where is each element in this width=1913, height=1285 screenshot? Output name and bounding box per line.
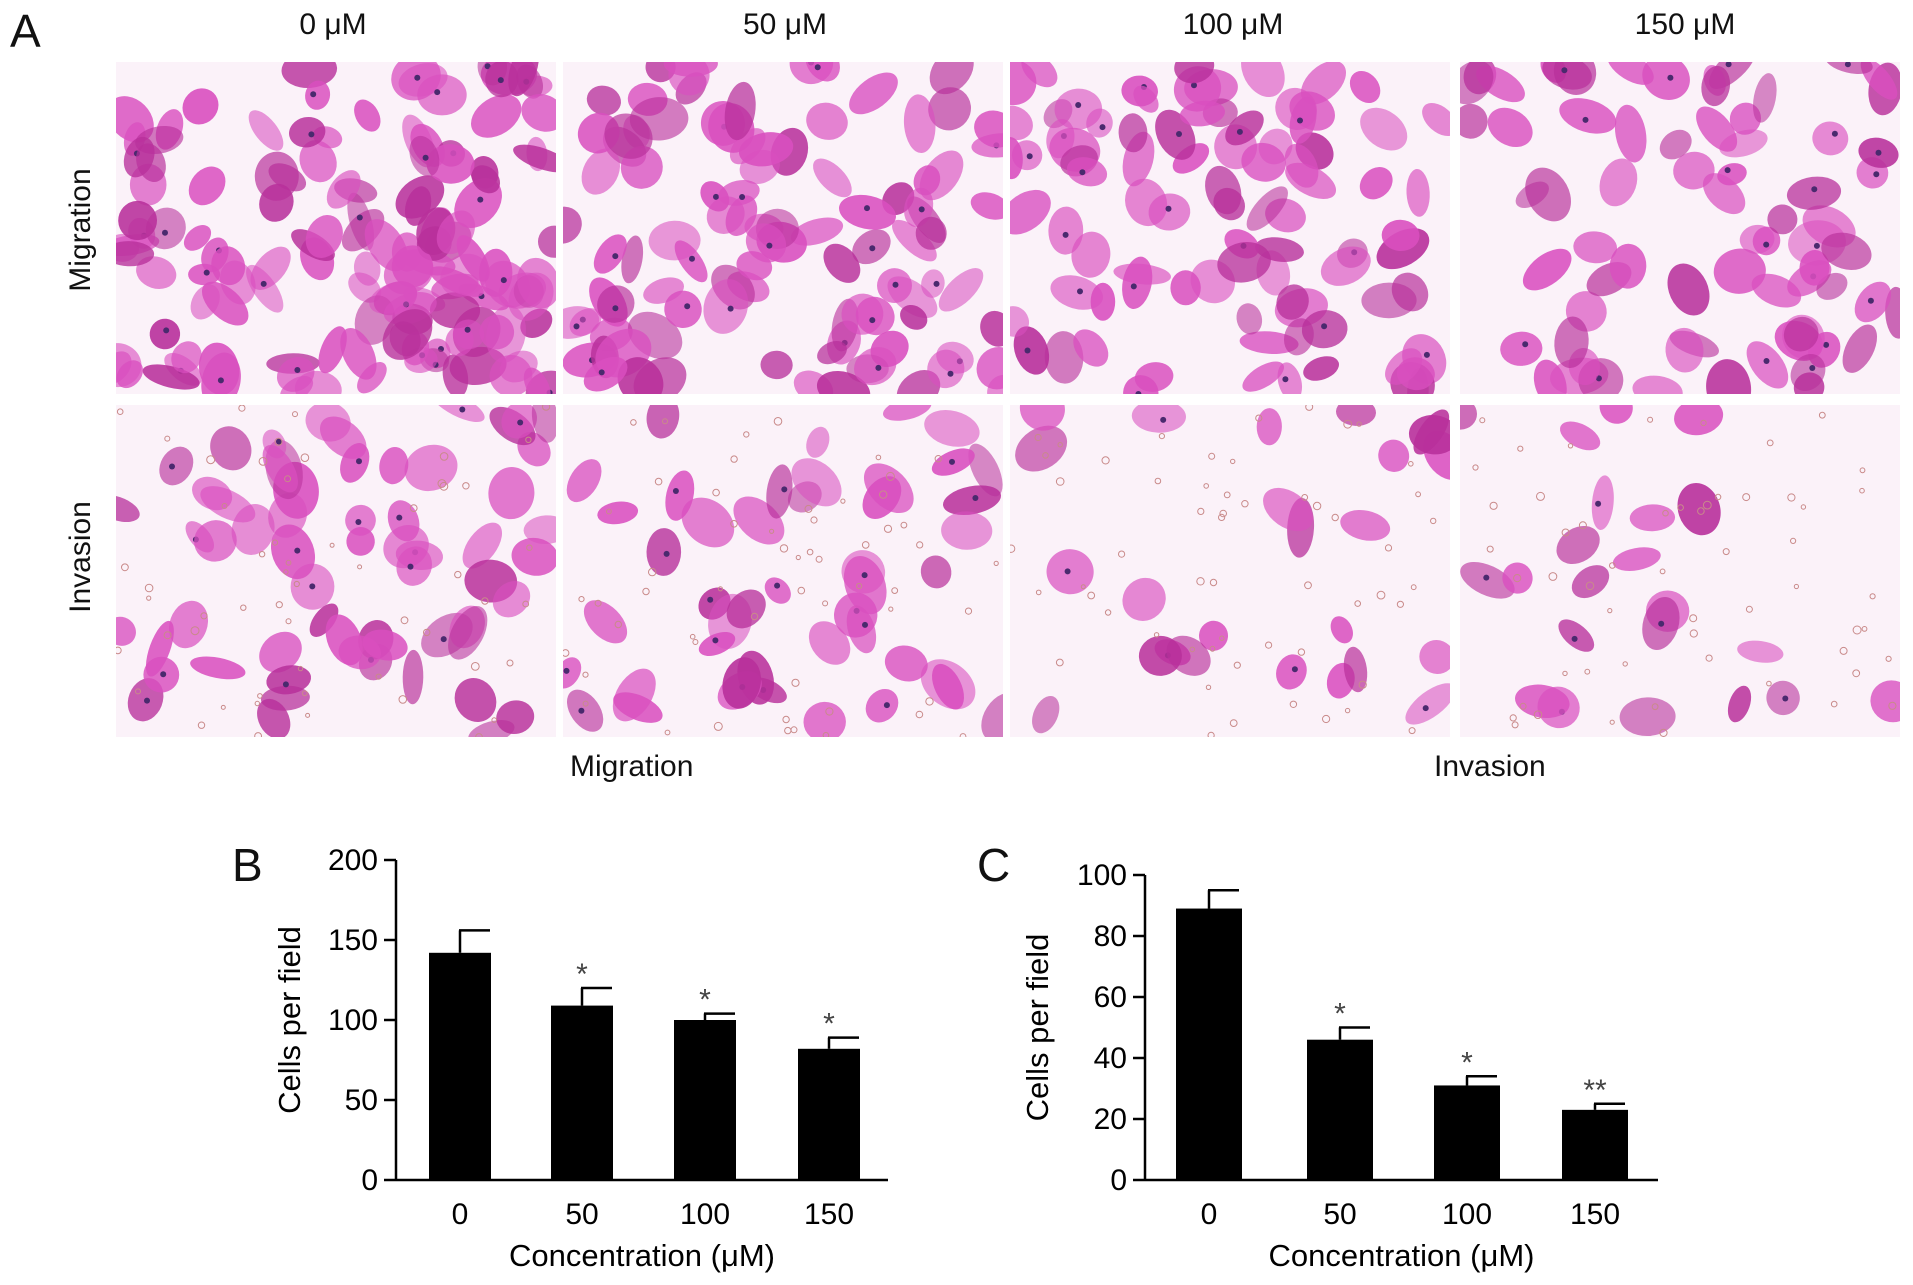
- chart-b-bar-150: [798, 1048, 860, 1180]
- chart-c-y-tick-label: 80: [1094, 920, 1127, 953]
- panel-a-letter: A: [10, 5, 41, 57]
- concentration-label-100: 100 μM: [1182, 8, 1284, 41]
- panel-c-letter: C: [977, 839, 1011, 891]
- chart-c-significance-marker: *: [1334, 998, 1346, 1031]
- chart-c-y-tick-label: 60: [1094, 981, 1127, 1014]
- chart-c-significance-marker: *: [1461, 1046, 1473, 1079]
- micrograph-invasion-1: [563, 405, 1003, 737]
- micrograph-migration-3: [1460, 62, 1900, 394]
- chart-b-significance-marker: *: [823, 1008, 835, 1041]
- micrograph-invasion-0: [116, 405, 556, 737]
- chart-c-y-tick-label: 40: [1094, 1042, 1127, 1075]
- concentration-label-50: 50 μM: [743, 8, 827, 41]
- micrograph-invasion-2: [1010, 405, 1450, 737]
- chart-c-x-tick-label: 150: [1570, 1198, 1620, 1231]
- chart-b-y-axis-label: Cells per field: [272, 926, 307, 1114]
- chart-b-bar-100: [674, 1020, 736, 1180]
- chart-b-x-tick-label: 50: [565, 1198, 598, 1231]
- micrograph-migration-1: [563, 62, 1003, 394]
- chart-b-bar-50: [551, 1005, 613, 1180]
- bottom-label-migration: Migration: [570, 750, 694, 783]
- chart-b-y-tick-label: 50: [345, 1084, 378, 1117]
- micrograph-migration-2: [1010, 62, 1450, 394]
- chart-b-y-tick-label: 0: [361, 1164, 378, 1197]
- chart-b-bar-0: [429, 952, 491, 1180]
- concentration-label-0: 0 μM: [299, 8, 367, 41]
- panel-b-letter: B: [232, 839, 263, 891]
- chart-b-significance-marker: *: [576, 958, 588, 991]
- chart-b-significance-marker: *: [699, 984, 711, 1017]
- chart-c-x-tick-label: 50: [1323, 1198, 1356, 1231]
- chart-b-x-tick-label: 0: [452, 1198, 469, 1231]
- chart-c-y-axis-label: Cells per field: [1020, 934, 1055, 1122]
- chart-c-significance-marker: **: [1583, 1074, 1607, 1107]
- chart-b-y-tick-label: 100: [328, 1004, 378, 1037]
- chart-b-y-tick-label: 200: [328, 844, 378, 877]
- chart-b-x-tick-label: 150: [804, 1198, 854, 1231]
- chart-b-x-tick-label: 100: [680, 1198, 730, 1231]
- concentration-label-150: 150 μM: [1634, 8, 1736, 41]
- bottom-label-invasion: Invasion: [1434, 750, 1546, 783]
- chart-c-bar-0: [1176, 908, 1242, 1180]
- chart-c-bar-100: [1434, 1085, 1500, 1180]
- chart-c-y-tick-label: 100: [1077, 859, 1127, 892]
- chart-c-bar-150: [1562, 1109, 1628, 1180]
- chart-b-x-axis-label: Concentration (μM): [509, 1238, 775, 1273]
- micrograph-migration-0: [116, 62, 556, 394]
- chart-c-y-tick-label: 20: [1094, 1103, 1127, 1136]
- chart-c-y-tick-label: 0: [1110, 1164, 1127, 1197]
- chart-c-x-tick-label: 0: [1201, 1198, 1218, 1231]
- micrograph-invasion-3: [1460, 405, 1900, 737]
- chart-b-y-tick-label: 150: [328, 924, 378, 957]
- chart-c-x-tick-label: 100: [1442, 1198, 1492, 1231]
- chart-c-x-axis-label: Concentration (μM): [1269, 1238, 1535, 1273]
- chart-c-bar-50: [1307, 1039, 1373, 1180]
